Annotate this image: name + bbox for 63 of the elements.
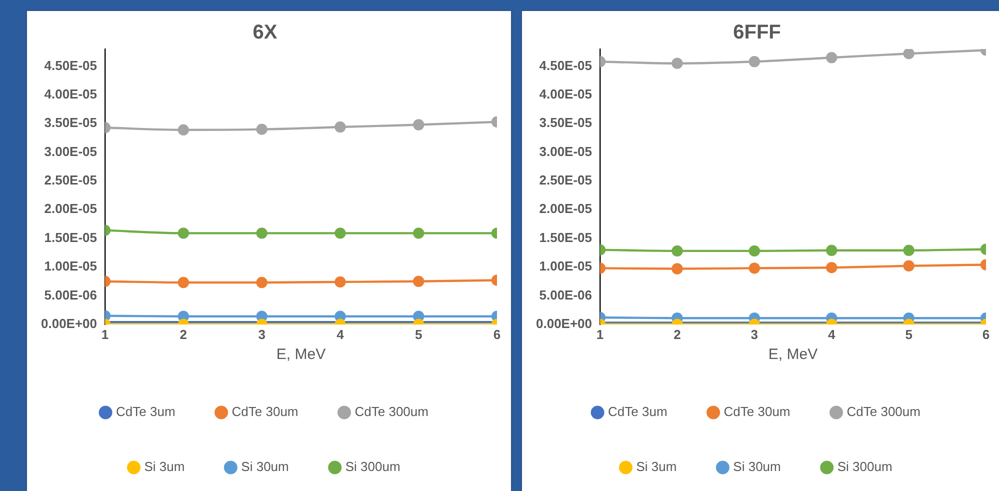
point: [826, 262, 838, 274]
point: [748, 56, 760, 68]
y-tick-label: 2.00E-05: [539, 201, 592, 216]
point: [826, 244, 838, 256]
point: [748, 262, 760, 274]
legend-label: CdTe 30um: [232, 404, 298, 420]
point: [334, 276, 346, 288]
x-tick-label: 6: [982, 326, 990, 342]
x-tick-label: 1: [101, 326, 109, 342]
y-tick-label: 2.50E-05: [539, 172, 592, 188]
y-tick-label: 5.00E-06: [539, 287, 592, 302]
legend-label: CdTe 3um: [608, 404, 668, 420]
x-tick-label: 4: [828, 326, 836, 342]
y-tick-label: 3.50E-05: [539, 115, 592, 130]
point: [748, 245, 760, 257]
y-tick-label: 1.00E-05: [44, 258, 98, 274]
y-tick-label: 4.00E-05: [44, 86, 98, 102]
legend-label: Si 30um: [733, 459, 781, 474]
point: [256, 124, 268, 135]
y-tick-label: 1.50E-05: [539, 230, 592, 245]
y-tick-label: 1.00E-05: [539, 258, 592, 274]
x-tick-label: 4: [336, 326, 345, 342]
point: [256, 276, 268, 288]
x-tick-label: 2: [180, 326, 188, 342]
x-tick-label: 6: [493, 326, 501, 342]
point: [334, 121, 346, 133]
y-tick-label: 4.50E-05: [44, 58, 98, 73]
y-tick-label: 3.50E-05: [44, 115, 98, 130]
y-tick-label: 4.50E-05: [539, 58, 592, 73]
legend-label: Si 3um: [144, 459, 185, 474]
legend-label: CdTe 300um: [354, 404, 428, 420]
chart-title: 6FFF: [733, 22, 781, 44]
x-tick-label: 1: [596, 326, 604, 342]
point: [826, 52, 838, 64]
y-tick-label: 5.00E-06: [44, 287, 98, 302]
y-tick-label: 3.00E-05: [539, 144, 592, 159]
x-tick-label: 3: [750, 326, 758, 342]
point: [903, 244, 914, 256]
x-tick-label: 3: [258, 326, 266, 342]
legend-label: CdTe 300um: [846, 404, 920, 420]
point: [256, 228, 268, 239]
legend-label: Si 30um: [241, 459, 289, 474]
x-tick-label: 5: [905, 326, 912, 342]
point: [903, 49, 914, 60]
legend-label: Si 3um: [636, 459, 677, 474]
y-tick-label: 3.00E-05: [44, 144, 98, 159]
x-tick-label: 5: [414, 326, 422, 342]
x-axis-title: E, MeV: [768, 346, 818, 364]
chart-title: 6X: [252, 22, 278, 44]
point: [334, 228, 346, 239]
point: [903, 260, 914, 272]
legend-label: CdTe 30um: [724, 404, 790, 420]
y-tick-label: 0.00E+00: [40, 316, 98, 331]
x-tick-label: 2: [674, 326, 681, 342]
legend-label: CdTe 3um: [116, 404, 176, 420]
y-tick-label: 2.00E-05: [44, 201, 98, 216]
y-tick-label: 2.50E-05: [44, 172, 98, 188]
legend-label: Si 300um: [345, 459, 400, 474]
y-tick-label: 1.50E-05: [44, 230, 98, 245]
y-tick-label: 0.00E+00: [536, 316, 592, 331]
y-tick-label: 4.00E-05: [539, 86, 592, 102]
legend-label: Si 300um: [837, 459, 892, 474]
x-axis-title: E, MeV: [276, 346, 326, 364]
